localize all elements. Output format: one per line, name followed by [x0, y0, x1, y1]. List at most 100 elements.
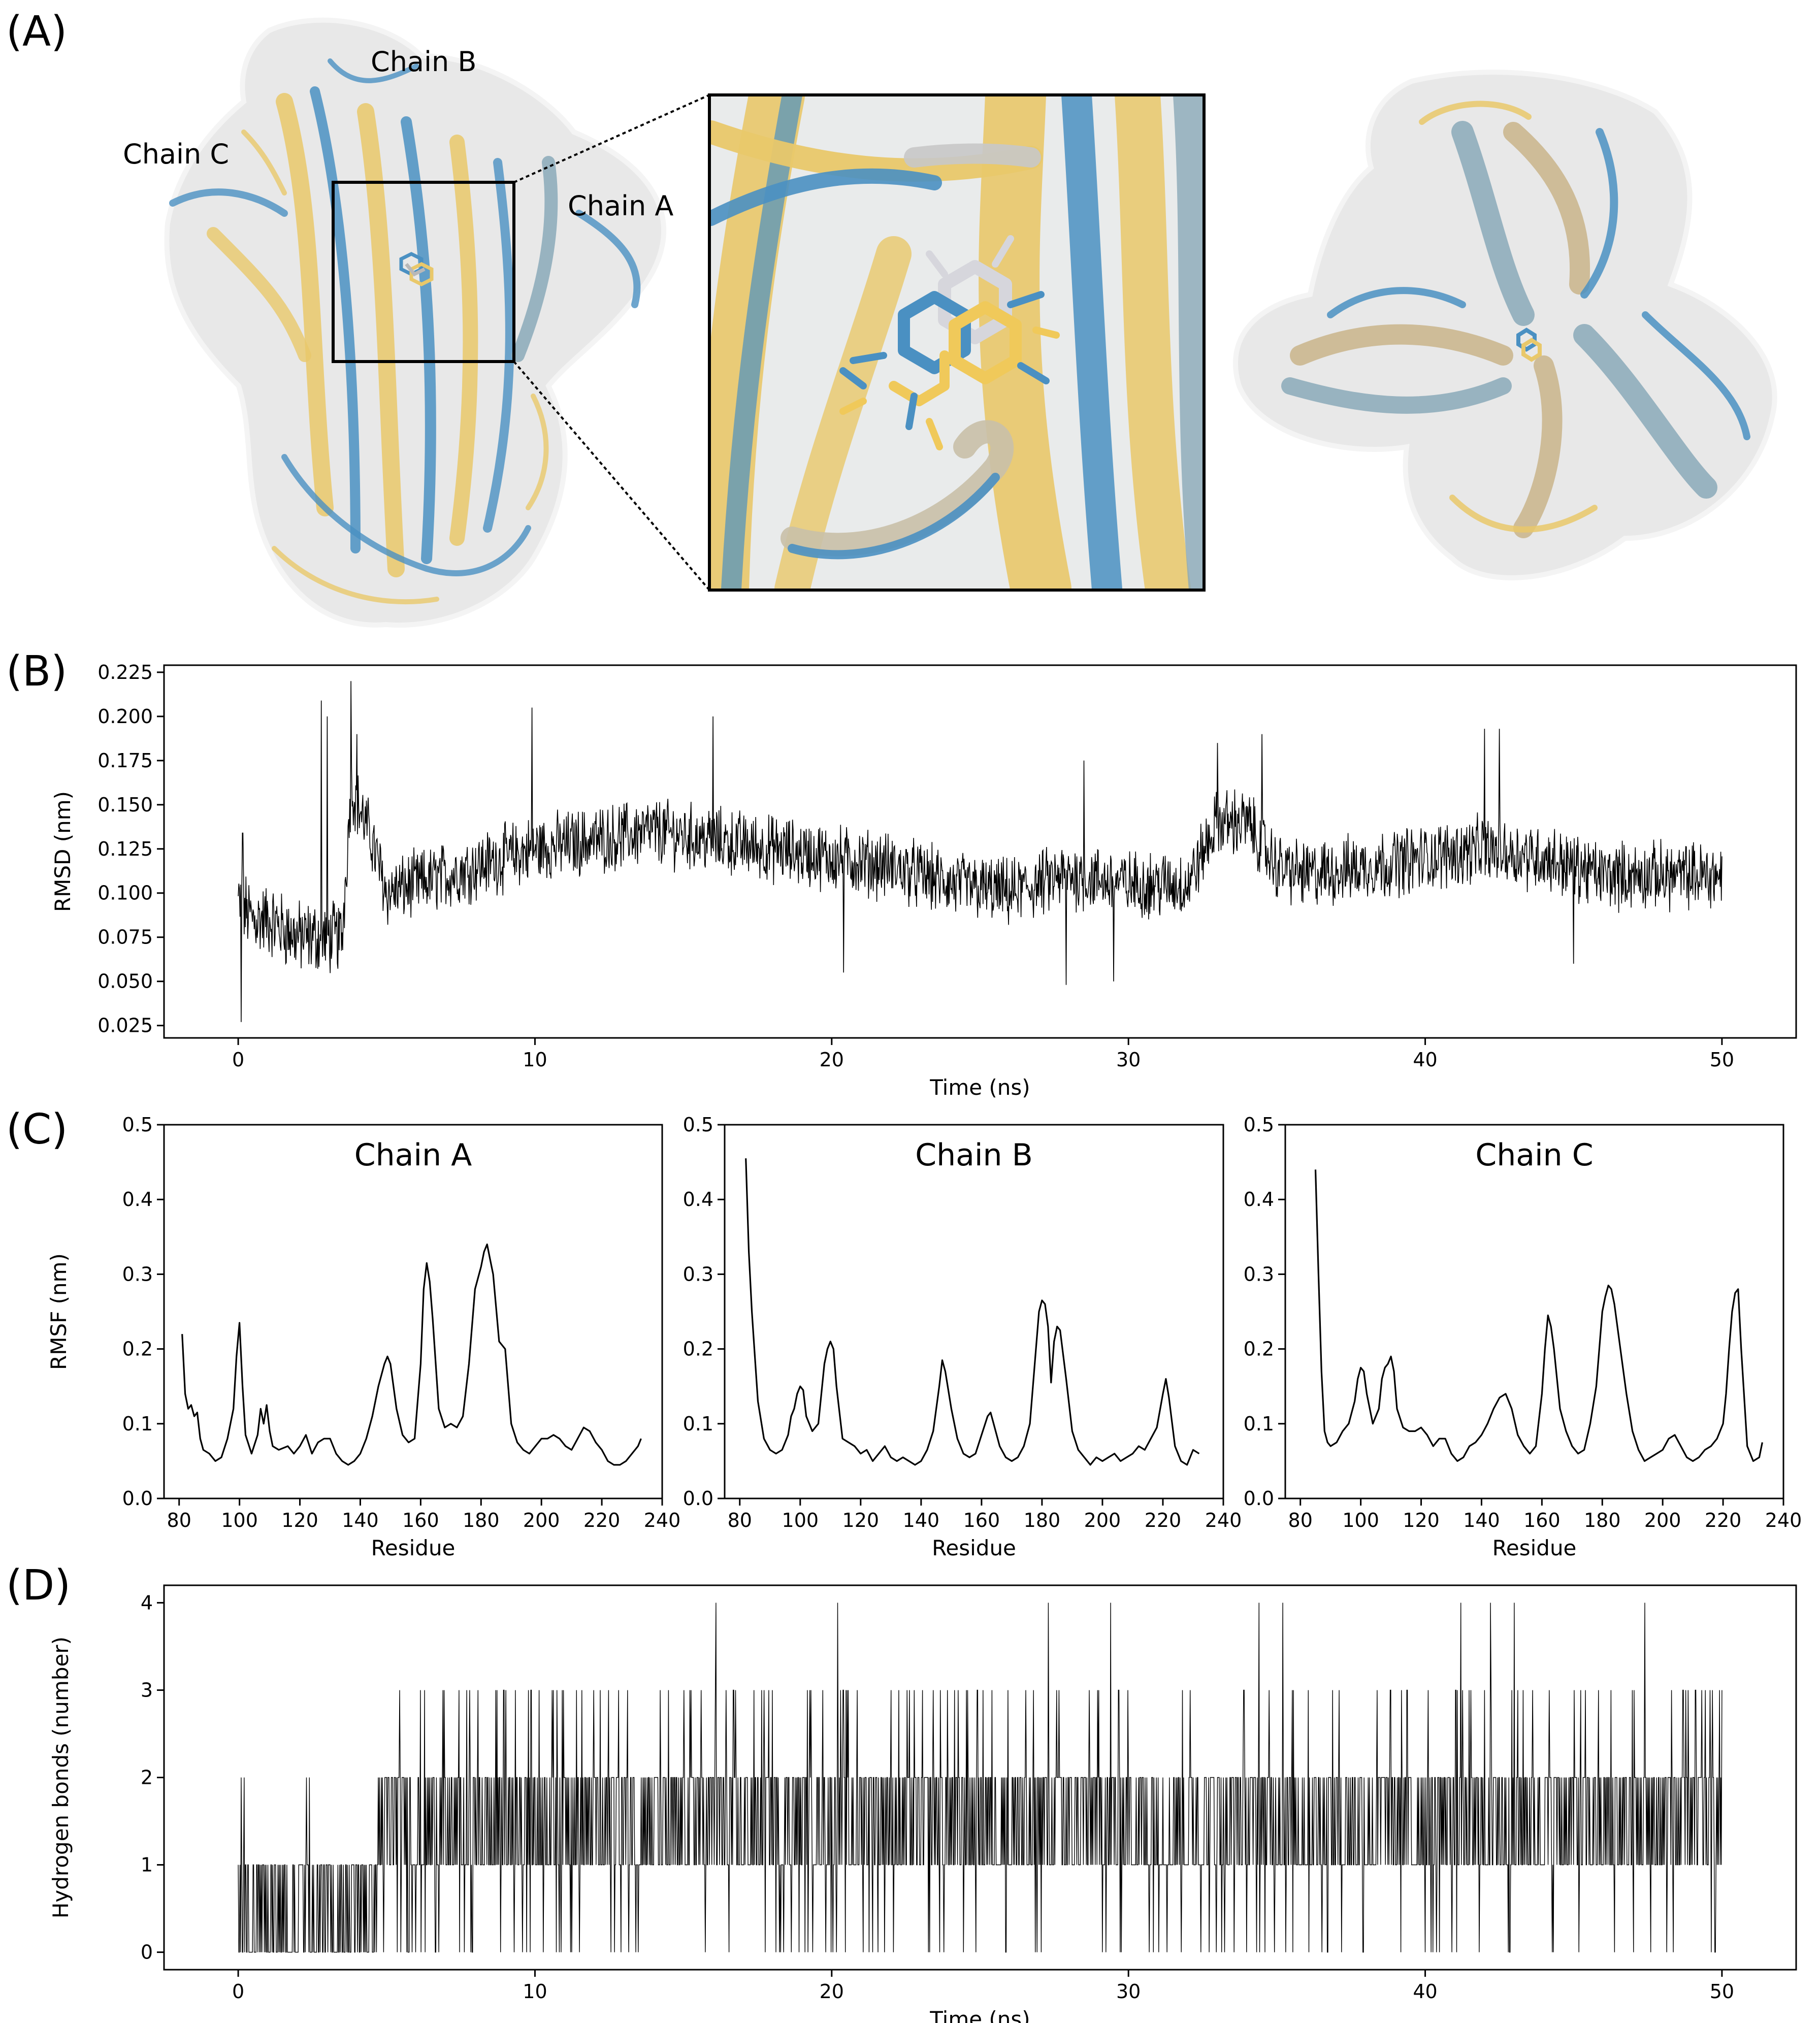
ribbon-strands	[169, 58, 641, 605]
rmsf_b-x-axis-label: Residue	[932, 1536, 1016, 1560]
hbonds-x-tick-label: 20	[820, 1980, 844, 2003]
hbonds-chart: 0 10 20 30 40 50 0 1 2 3 4 Time (ns) Hydrogen bonds …	[48, 1584, 1797, 2023]
rmsf_b-series-line	[745, 1158, 1200, 1466]
hbonds-x-tick-label: 40	[1413, 1980, 1437, 2003]
rmsd-y-axis-label: RMSD (nm)	[50, 791, 75, 912]
rmsf_c-x-tick-label: 240	[1765, 1509, 1802, 1531]
rmsd-x-tick-label: 10	[523, 1049, 547, 1071]
rmsf_a-x-tick-label: 120	[281, 1509, 318, 1531]
rmsf_c-x-axis-label: Residue	[1492, 1536, 1577, 1560]
rmsf_c-y-tick-label: 0.5	[1244, 1114, 1274, 1136]
rmsf_a-y-tick-label: 0.0	[122, 1487, 153, 1510]
rmsf_b-chart-title: Chain B	[915, 1137, 1033, 1173]
ligand-sticks	[839, 235, 1060, 450]
rmsd-x-axis-label: Time (ns)	[929, 1075, 1030, 1100]
rmsf_a-x-tick-label: 160	[402, 1509, 439, 1531]
panel-c-label: (C)	[6, 1105, 68, 1154]
rmsf_c-x-tick-label: 160	[1523, 1509, 1561, 1531]
binding-site-zoom	[708, 93, 1206, 592]
rmsf_a-y-tick-label: 0.4	[122, 1188, 153, 1211]
rmsf_a-x-tick-label: 180	[463, 1509, 500, 1531]
hbonds-x-axis-label: Time (ns)	[929, 2007, 1030, 2023]
rmsd-y-tick-label: 0.225	[98, 661, 153, 683]
rmsf_c-y-tick-label: 0.2	[1244, 1338, 1274, 1360]
hbonds-y-tick-label: 3	[141, 1679, 153, 1701]
panel-a: (A)	[6, 8, 1777, 628]
rmsf_c-chart-title: Chain C	[1475, 1137, 1593, 1173]
rmsf-chain-b-chart: 80 100 120 140 160 180 200 220 240 0.0 0.1 0.2 0.3 0.…	[683, 1114, 1242, 1560]
hbonds-x-tick-label: 0	[232, 1980, 244, 2003]
chain-b-label: Chain B	[371, 46, 476, 78]
rmsf_c-x-tick-label: 100	[1342, 1509, 1379, 1531]
rmsf_c-y-tick-label: 0.1	[1244, 1413, 1274, 1435]
rmsf_b-x-tick-label: 80	[728, 1509, 752, 1531]
hbonds-x-tick-label: 30	[1116, 1980, 1141, 2003]
rmsf_b-x-tick-label: 160	[963, 1509, 1000, 1531]
rmsf_a-x-tick-label: 240	[644, 1509, 681, 1531]
rmsd-y-tick-label: 0.100	[98, 882, 153, 904]
rmsd-x-tick-label: 30	[1116, 1049, 1141, 1071]
rmsf_a-x-tick-label: 100	[221, 1509, 258, 1531]
rmsf_a-chart-title: Chain A	[354, 1137, 472, 1173]
panel-c: (C) 80 100 120 140 160 180 200 220 2400.00.10.20…	[6, 1105, 1802, 1560]
rmsf-chain-c-chart: 80 100 120 140 160 180 200 220 240 0.0 0.1 0.2 0.3 0.…	[1244, 1114, 1802, 1560]
rmsf_b-plot-frame	[724, 1124, 1224, 1499]
rmsf_b-x-tick-label: 120	[842, 1509, 880, 1531]
rmsf_a-series-line	[181, 1243, 642, 1466]
rmsf_c-x-tick-label: 140	[1463, 1509, 1500, 1531]
rmsf_b-y-tick-label: 0.1	[683, 1413, 713, 1435]
rmsf_b-x-tick-label: 240	[1205, 1509, 1242, 1531]
hbonds-y-tick-label: 4	[141, 1591, 153, 1614]
hbonds-y-tick-label: 0	[141, 1941, 153, 1964]
protein-structure-side-view	[164, 17, 666, 628]
chain-a-label: Chain A	[568, 190, 673, 222]
rmsf_b-x-tick-label: 140	[903, 1509, 940, 1531]
rmsf_c-x-tick-label: 120	[1403, 1509, 1440, 1531]
panel-a-label: (A)	[6, 8, 67, 56]
hbonds-x-tick-label: 10	[523, 1980, 547, 2003]
rmsd-x-tick-label: 20	[820, 1049, 844, 1071]
rmsf_b-y-tick-label: 0.5	[683, 1114, 713, 1136]
hbonds-series-line	[238, 1603, 1722, 1953]
molecular-surface	[164, 17, 666, 628]
rmsf_c-y-tick-label: 0.0	[1244, 1487, 1274, 1510]
rmsf_b-x-tick-label: 200	[1084, 1509, 1121, 1531]
rmsd-x-tick-label: 40	[1413, 1049, 1437, 1071]
rmsd-y-tick-label: 0.125	[98, 838, 153, 860]
rmsf_a-x-tick-label: 80	[167, 1509, 191, 1531]
rmsf_b-x-tick-label: 180	[1024, 1509, 1061, 1531]
rmsd-y-tick-label: 0.200	[98, 705, 153, 728]
rmsd-plot-frame	[163, 664, 1797, 1039]
hbonds-y-tick-label: 2	[141, 1767, 153, 1789]
hbonds-y-tick-label: 1	[141, 1854, 153, 1876]
rmsd-y-tick-label: 0.175	[98, 749, 153, 772]
panel-b: (B) 0 10 20 30 40 50 0.025 0.050 0.075 0.100 0.125…	[6, 647, 1797, 1100]
rmsd-y-tick-label: 0.150	[98, 794, 153, 816]
rmsf_a-y-tick-label: 0.2	[122, 1338, 153, 1360]
rmsf_b-x-tick-label: 220	[1145, 1509, 1182, 1531]
rmsf_a-plot-frame	[163, 1124, 663, 1499]
panel-d-label: (D)	[6, 1561, 71, 1610]
rmsf_c-y-tick-label: 0.3	[1244, 1263, 1274, 1285]
rmsf_b-x-tick-label: 100	[782, 1509, 819, 1531]
protein-structure-top-view	[1233, 70, 1777, 580]
rmsf_a-x-axis-label: Residue	[371, 1536, 456, 1560]
rmsf_c-plot-frame	[1284, 1124, 1784, 1499]
molecular-surface-top	[1233, 70, 1777, 580]
rmsf-chain-a-chart: 80 100 120 140 160 180 200 220 240 0.0 0.1 0.2 0.3 0.…	[46, 1114, 680, 1560]
ligand-small	[399, 252, 434, 286]
zoom-connectors	[513, 94, 710, 591]
rmsd-y-tick-label: 0.025	[98, 1015, 153, 1037]
rmsd-x-tick-label: 50	[1710, 1049, 1734, 1071]
rmsf_c-x-tick-label: 200	[1644, 1509, 1681, 1531]
rmsf_c-x-tick-label: 80	[1288, 1509, 1313, 1531]
panel-d: (D) 0 10 20 30 40 50 0 1 2 3 4 Time (ns) Hydrogen bo…	[6, 1561, 1797, 2023]
rmsd-series-line	[238, 681, 1722, 1022]
zoom-frame	[708, 93, 1206, 592]
rmsf_a-x-tick-label: 140	[342, 1509, 379, 1531]
rmsd-y-tick-label: 0.075	[98, 926, 153, 949]
rmsf_a-y-axis-label: RMSF (nm)	[46, 1253, 71, 1370]
panel-b-label: (B)	[6, 647, 67, 696]
rmsd-y-tick-label: 0.050	[98, 970, 153, 993]
